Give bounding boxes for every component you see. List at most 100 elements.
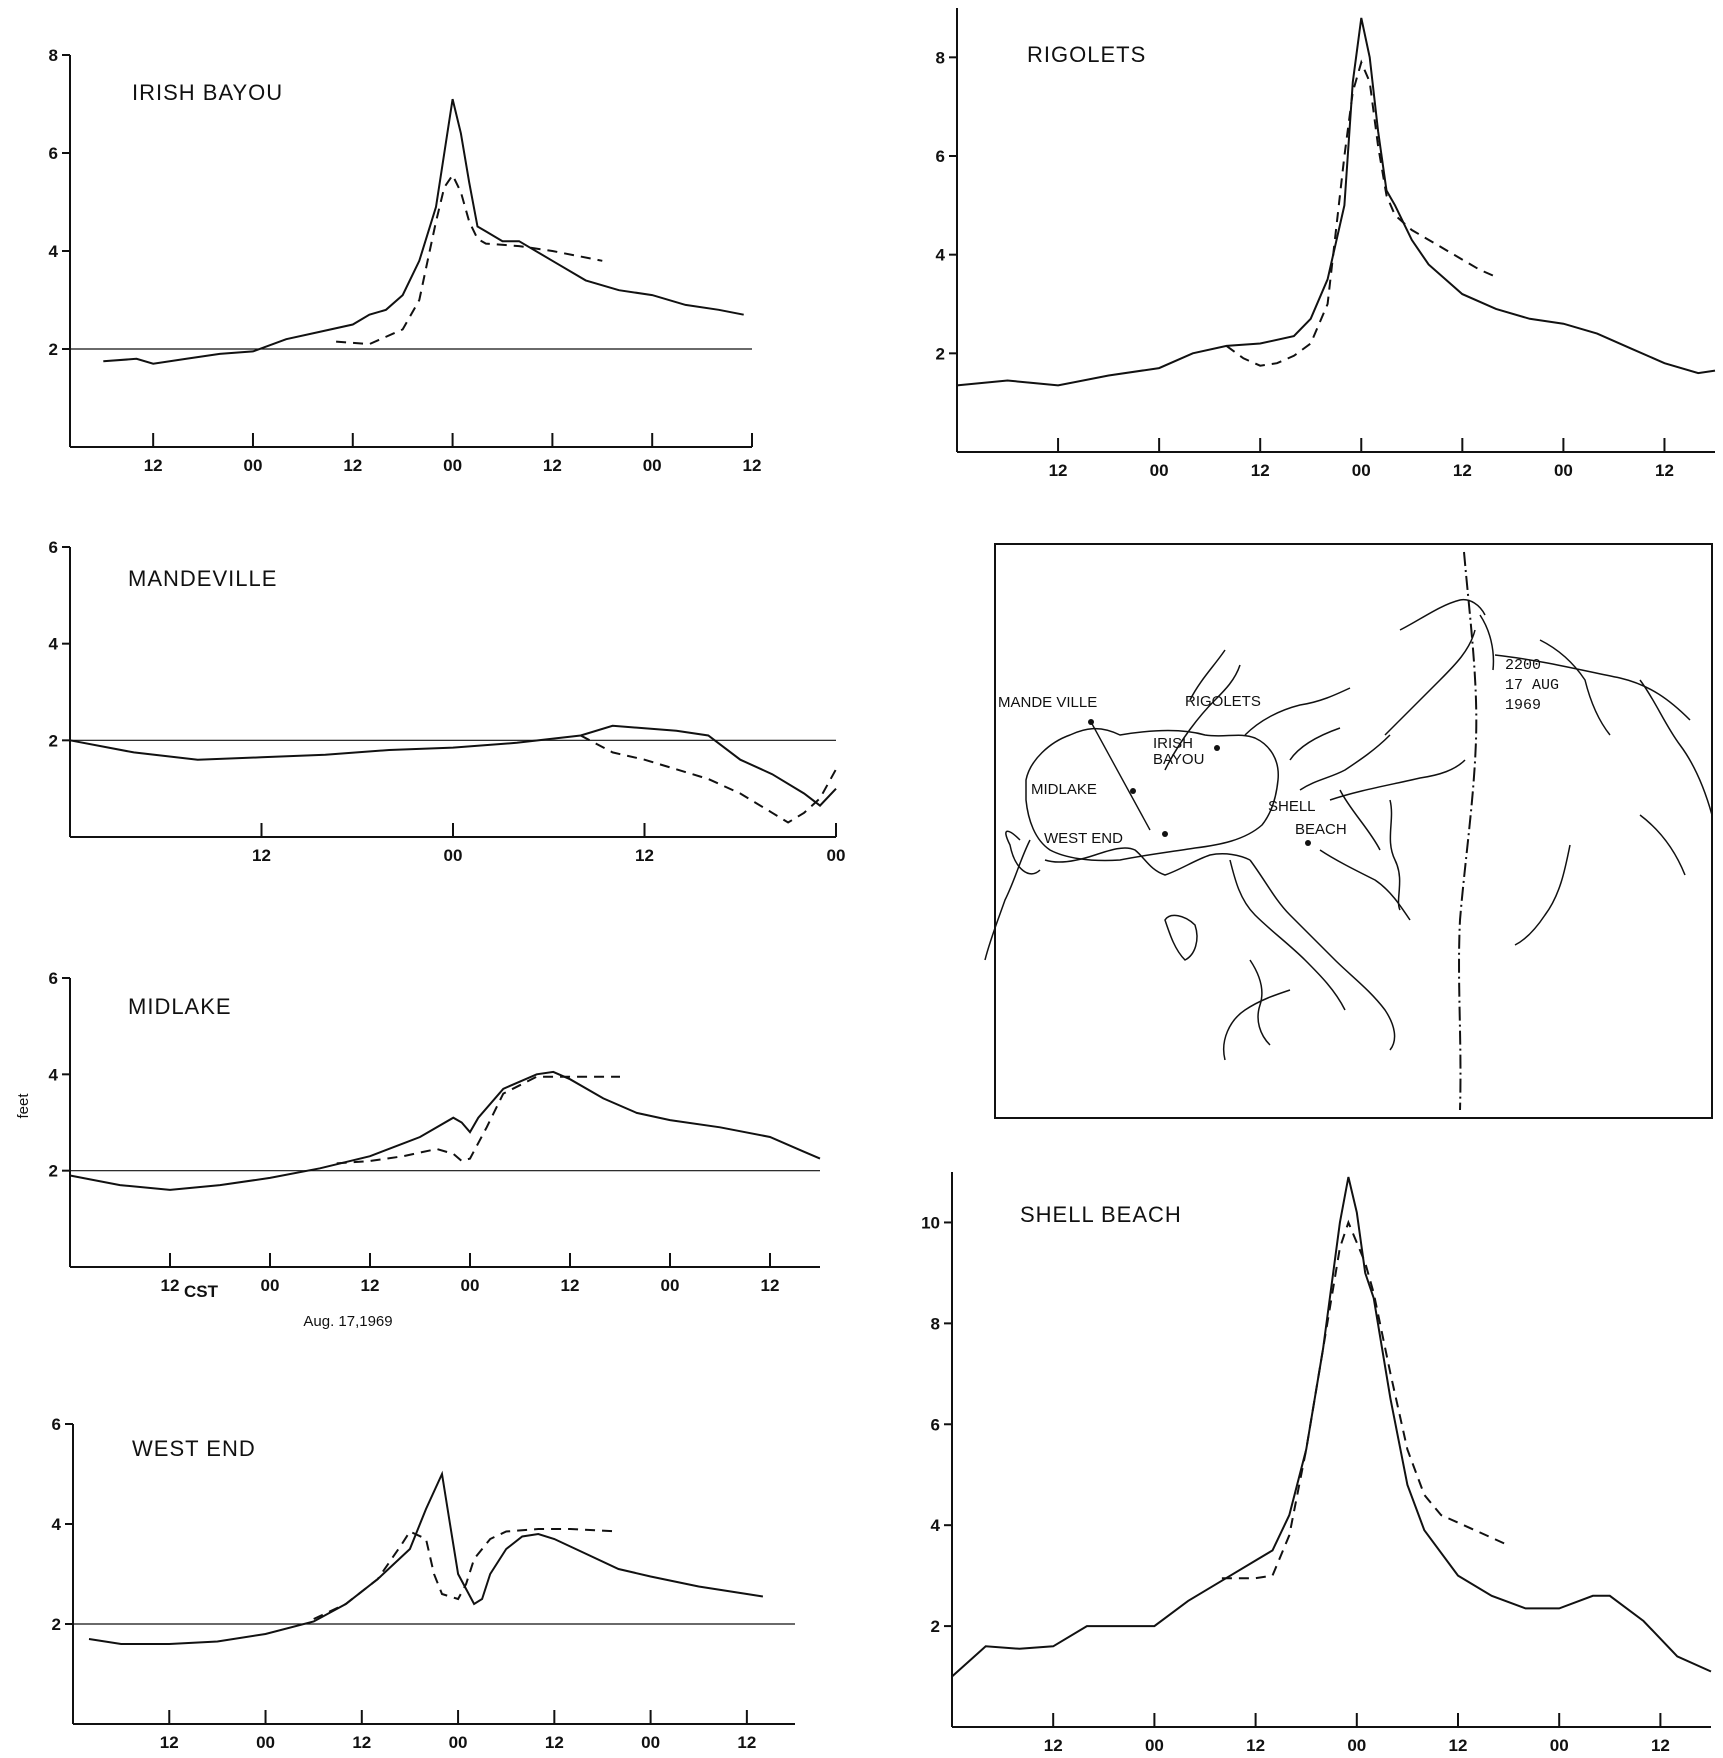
computed-series-line — [336, 1075, 620, 1165]
map-frame — [994, 543, 1713, 1119]
storm-track-line — [1458, 551, 1478, 1111]
chart-westend: 2 4 6 12 00 12 00 12 00 12 WEST END — [52, 1415, 795, 1752]
x-tick-label: 00 — [461, 1276, 480, 1295]
shared-ylabel: feet — [15, 1093, 32, 1119]
x-tick-label: 00 — [244, 456, 263, 475]
observed-series-line — [956, 17, 1716, 387]
x-tick-label: 00 — [449, 1733, 468, 1752]
x-tick-label: 12 — [737, 1733, 756, 1752]
x-tick-label: 12 — [1044, 1736, 1063, 1755]
chart-title: IRISH BAYOU — [132, 80, 283, 105]
chart-rigolets: 2 4 6 8 12 00 12 00 12 00 12 RIGOLETS — [936, 8, 1716, 480]
date-label: Aug. 17,1969 — [303, 1313, 392, 1330]
station-marker-midlake — [1130, 788, 1136, 794]
chart-title: MIDLAKE — [128, 994, 232, 1019]
x-tick-label: 12 — [1651, 1736, 1670, 1755]
map-label-irish: IRISH — [1153, 735, 1193, 752]
chart-irish: 2 4 6 8 12 00 12 00 12 00 12 IRISH BAYOU — [49, 46, 762, 475]
y-tick-label: 4 — [52, 1515, 62, 1534]
x-tick-label: 00 — [827, 846, 846, 865]
y-tick-label: 8 — [936, 48, 945, 67]
chart-mandeville: 2 4 6 12 00 12 00 MANDEVILLE — [49, 538, 846, 865]
x-tick-label: 00 — [1550, 1736, 1569, 1755]
observed-series-line — [69, 724, 837, 807]
x-tick-label: 00 — [443, 456, 462, 475]
x-tick-label: 12 — [252, 846, 271, 865]
x-tick-label: 00 — [1145, 1736, 1164, 1755]
tide-charts: 2 4 6 8 12 00 12 00 12 00 12 IRISH BAYOU 2 4 6 12 00 12 00… — [49, 8, 1716, 1755]
y-tick-label: 6 — [49, 144, 58, 163]
x-tick-label: 00 — [256, 1733, 275, 1752]
y-tick-label: 8 — [49, 46, 58, 65]
x-tick-label: 00 — [643, 456, 662, 475]
x-tick-label: 00 — [1554, 461, 1573, 480]
chart-title: RIGOLETS — [1027, 42, 1146, 67]
station-marker-west-end — [1162, 831, 1168, 837]
x-tick-label: 12 — [1449, 1736, 1468, 1755]
map-note-year: 1969 — [1505, 697, 1541, 714]
map-label-shell: SHELL — [1268, 798, 1316, 815]
chart-title: SHELL BEACH — [1020, 1202, 1182, 1227]
observed-series-line — [69, 1070, 821, 1191]
x-tick-label: 00 — [1352, 461, 1371, 480]
y-tick-label: 4 — [936, 246, 946, 265]
x-tick-label: 12 — [1049, 461, 1068, 480]
x-tick-label: 12 — [160, 1733, 179, 1752]
x-tick-label: 00 — [641, 1733, 660, 1752]
x-tick-label: 12 — [1453, 461, 1472, 480]
y-tick-label: 8 — [931, 1314, 940, 1333]
observed-series-line — [103, 98, 744, 365]
x-tick-label: 00 — [261, 1276, 280, 1295]
computed-series-line — [313, 1528, 619, 1620]
y-tick-label: 4 — [49, 242, 59, 261]
x-tick-label: 12 — [743, 456, 762, 475]
map-label-mandeville: MANDE VILLE — [998, 694, 1097, 711]
y-tick-label: 2 — [936, 344, 945, 363]
x-tick-label: 12 — [561, 1276, 580, 1295]
y-tick-label: 6 — [52, 1415, 61, 1434]
storm-surge-map: MANDE VILLE RIGOLETS IRISH BAYOU MIDLAKE… — [984, 543, 1713, 1119]
station-marker-irish-bayou — [1214, 745, 1220, 751]
computed-series-line — [1221, 1219, 1510, 1580]
x-tick-label: 12 — [343, 456, 362, 475]
x-tick-label: 12 — [144, 456, 163, 475]
x-tick-label: 00 — [1347, 1736, 1366, 1755]
y-tick-label: 6 — [936, 147, 945, 166]
x-tick-label: 12 — [543, 456, 562, 475]
y-tick-label: 2 — [52, 1615, 61, 1634]
chart-title: WEST END — [132, 1436, 256, 1461]
map-label-midlake: MIDLAKE — [1031, 781, 1097, 798]
x-tick-label: 00 — [1150, 461, 1169, 480]
y-tick-label: 6 — [49, 538, 58, 557]
observed-series-line — [88, 1470, 764, 1645]
computed-series-line — [1225, 59, 1497, 367]
y-tick-label: 2 — [49, 1162, 58, 1181]
y-tick-label: 6 — [49, 969, 58, 988]
station-marker-shell-beach — [1305, 840, 1311, 846]
x-tick-label: 12 — [1655, 461, 1674, 480]
x-tick-label: 12 — [761, 1276, 780, 1295]
x-tick-label: 12 — [1251, 461, 1270, 480]
y-tick-label: 10 — [921, 1213, 940, 1232]
x-tick-label: 12 — [352, 1733, 371, 1752]
chart-title: MANDEVILLE — [128, 566, 277, 591]
y-tick-label: 2 — [49, 731, 58, 750]
computed-series-line — [580, 734, 837, 824]
map-label-west-end: WEST END — [1044, 830, 1123, 847]
y-tick-label: 4 — [931, 1516, 941, 1535]
y-tick-label: 6 — [931, 1415, 940, 1434]
y-tick-label: 4 — [49, 1065, 59, 1084]
x-tick-label: 12 — [361, 1276, 380, 1295]
map-label-bayou: BAYOU — [1153, 751, 1204, 768]
computed-series-line — [336, 173, 603, 346]
y-tick-label: 2 — [931, 1617, 940, 1636]
map-label-rigolets: RIGOLETS — [1185, 693, 1261, 710]
x-tick-label: 12 — [1246, 1736, 1265, 1755]
time-zone-label: CST — [184, 1282, 219, 1301]
y-tick-label: 2 — [49, 340, 58, 359]
x-tick-label: 00 — [444, 846, 463, 865]
x-tick-label: 12 — [161, 1276, 180, 1295]
map-coastlines — [984, 598, 1713, 1061]
